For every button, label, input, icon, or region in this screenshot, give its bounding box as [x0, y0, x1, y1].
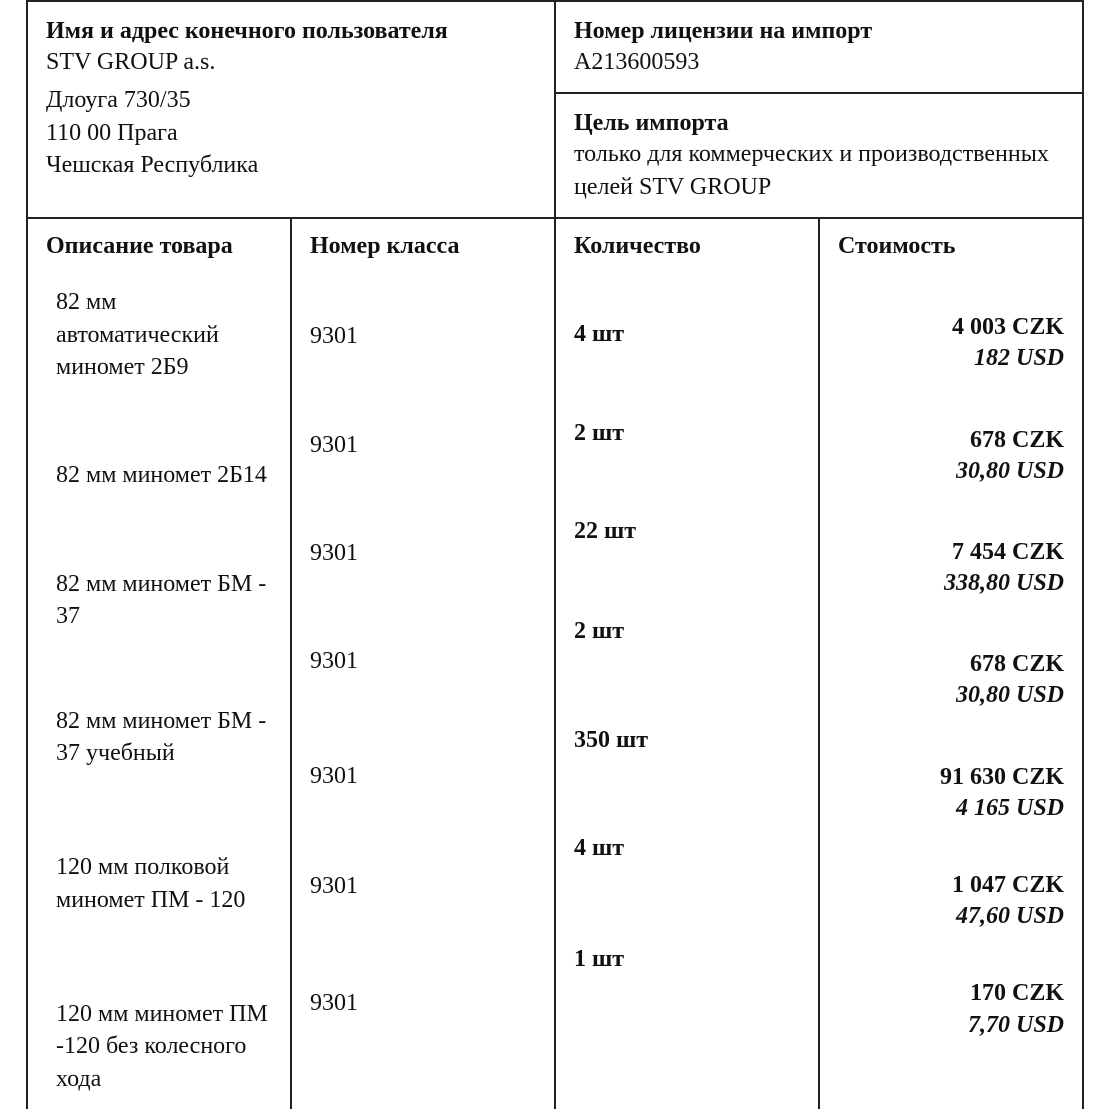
- item-code: 9301: [310, 760, 536, 792]
- col-class-number: Номер класса 9301 9301 9301 9301 9301 93…: [291, 218, 555, 1109]
- item-usd: 30,80 USD: [838, 456, 1064, 487]
- license-cell: Номер лицензии на импорт A213600593: [555, 1, 1083, 93]
- document-page: Имя и адрес конечного пользователя STV G…: [0, 0, 1110, 1048]
- item-qty: 22 шт: [574, 515, 800, 547]
- end-user-name: STV GROUP a.s.: [46, 46, 536, 78]
- purpose-cell: Цель импорта только для коммерческих и п…: [555, 93, 1083, 218]
- item-czk: 91 630 CZK: [838, 762, 1064, 793]
- item-code: 9301: [310, 987, 536, 1019]
- item-usd: 30,80 USD: [838, 680, 1064, 711]
- end-user-addr2: 110 00 Прага: [46, 117, 536, 149]
- item-desc: 82 мм автоматический миномет 2Б9: [46, 286, 272, 383]
- license-label: Номер лицензии на импорт: [574, 16, 1064, 46]
- item-code: 9301: [310, 429, 536, 461]
- item-qty: 1 шт: [574, 943, 800, 975]
- item-qty: 2 шт: [574, 615, 800, 647]
- item-qty: 4 шт: [574, 832, 800, 864]
- item-usd: 182 USD: [838, 343, 1064, 374]
- purpose-text: только для коммерческих и производственн…: [574, 138, 1064, 203]
- item-qty: 4 шт: [574, 318, 800, 350]
- item-czk: 1 047 CZK: [838, 870, 1064, 901]
- item-usd: 338,80 USD: [838, 568, 1064, 599]
- item-code: 9301: [310, 645, 536, 677]
- item-desc: 82 мм миномет БМ - 37 учебный: [46, 705, 272, 770]
- col-description-header: Описание товара: [46, 233, 272, 264]
- end-user-label: Имя и адрес конечного пользователя: [46, 16, 536, 46]
- col-description: Описание товара 82 мм автоматический мин…: [27, 218, 291, 1109]
- item-czk: 4 003 CZK: [838, 312, 1064, 343]
- item-usd: 7,70 USD: [838, 1010, 1064, 1041]
- item-qty: 2 шт: [574, 417, 800, 449]
- license-number: A213600593: [574, 46, 1064, 78]
- end-user-addr1: Длоуга 730/35: [46, 84, 536, 116]
- col-cost: Стоимость 4 003 CZK 182 USD 678 CZK 30,8…: [819, 218, 1083, 1109]
- item-czk: 170 CZK: [838, 978, 1064, 1009]
- item-czk: 678 CZK: [838, 425, 1064, 456]
- item-desc: 82 мм миномет БМ - 37: [46, 568, 272, 633]
- purpose-label: Цель импорта: [574, 108, 1064, 138]
- item-qty: 350 шт: [574, 724, 800, 756]
- end-user-cell: Имя и адрес конечного пользователя STV G…: [27, 1, 555, 218]
- item-desc: 120 мм миномет ПМ -120 без колесного ход…: [46, 998, 272, 1095]
- item-code: 9301: [310, 537, 536, 569]
- item-code: 9301: [310, 870, 536, 902]
- item-desc: 120 мм полковой миномет ПМ - 120: [46, 851, 272, 916]
- item-czk: 7 454 CZK: [838, 537, 1064, 568]
- document-table: Имя и адрес конечного пользователя STV G…: [26, 0, 1084, 1109]
- item-czk: 678 CZK: [838, 649, 1064, 680]
- item-desc: 82 мм миномет 2Б14: [46, 459, 272, 491]
- col-cost-header: Стоимость: [838, 233, 1064, 264]
- item-usd: 47,60 USD: [838, 901, 1064, 932]
- col-qty-header: Количество: [574, 233, 800, 264]
- col-code-header: Номер класса: [310, 233, 536, 264]
- item-usd: 4 165 USD: [838, 793, 1064, 824]
- col-quantity: Количество 4 шт 2 шт 22 шт 2 шт 350 шт 4…: [555, 218, 819, 1109]
- item-code: 9301: [310, 320, 536, 352]
- end-user-addr3: Чешская Республика: [46, 149, 536, 181]
